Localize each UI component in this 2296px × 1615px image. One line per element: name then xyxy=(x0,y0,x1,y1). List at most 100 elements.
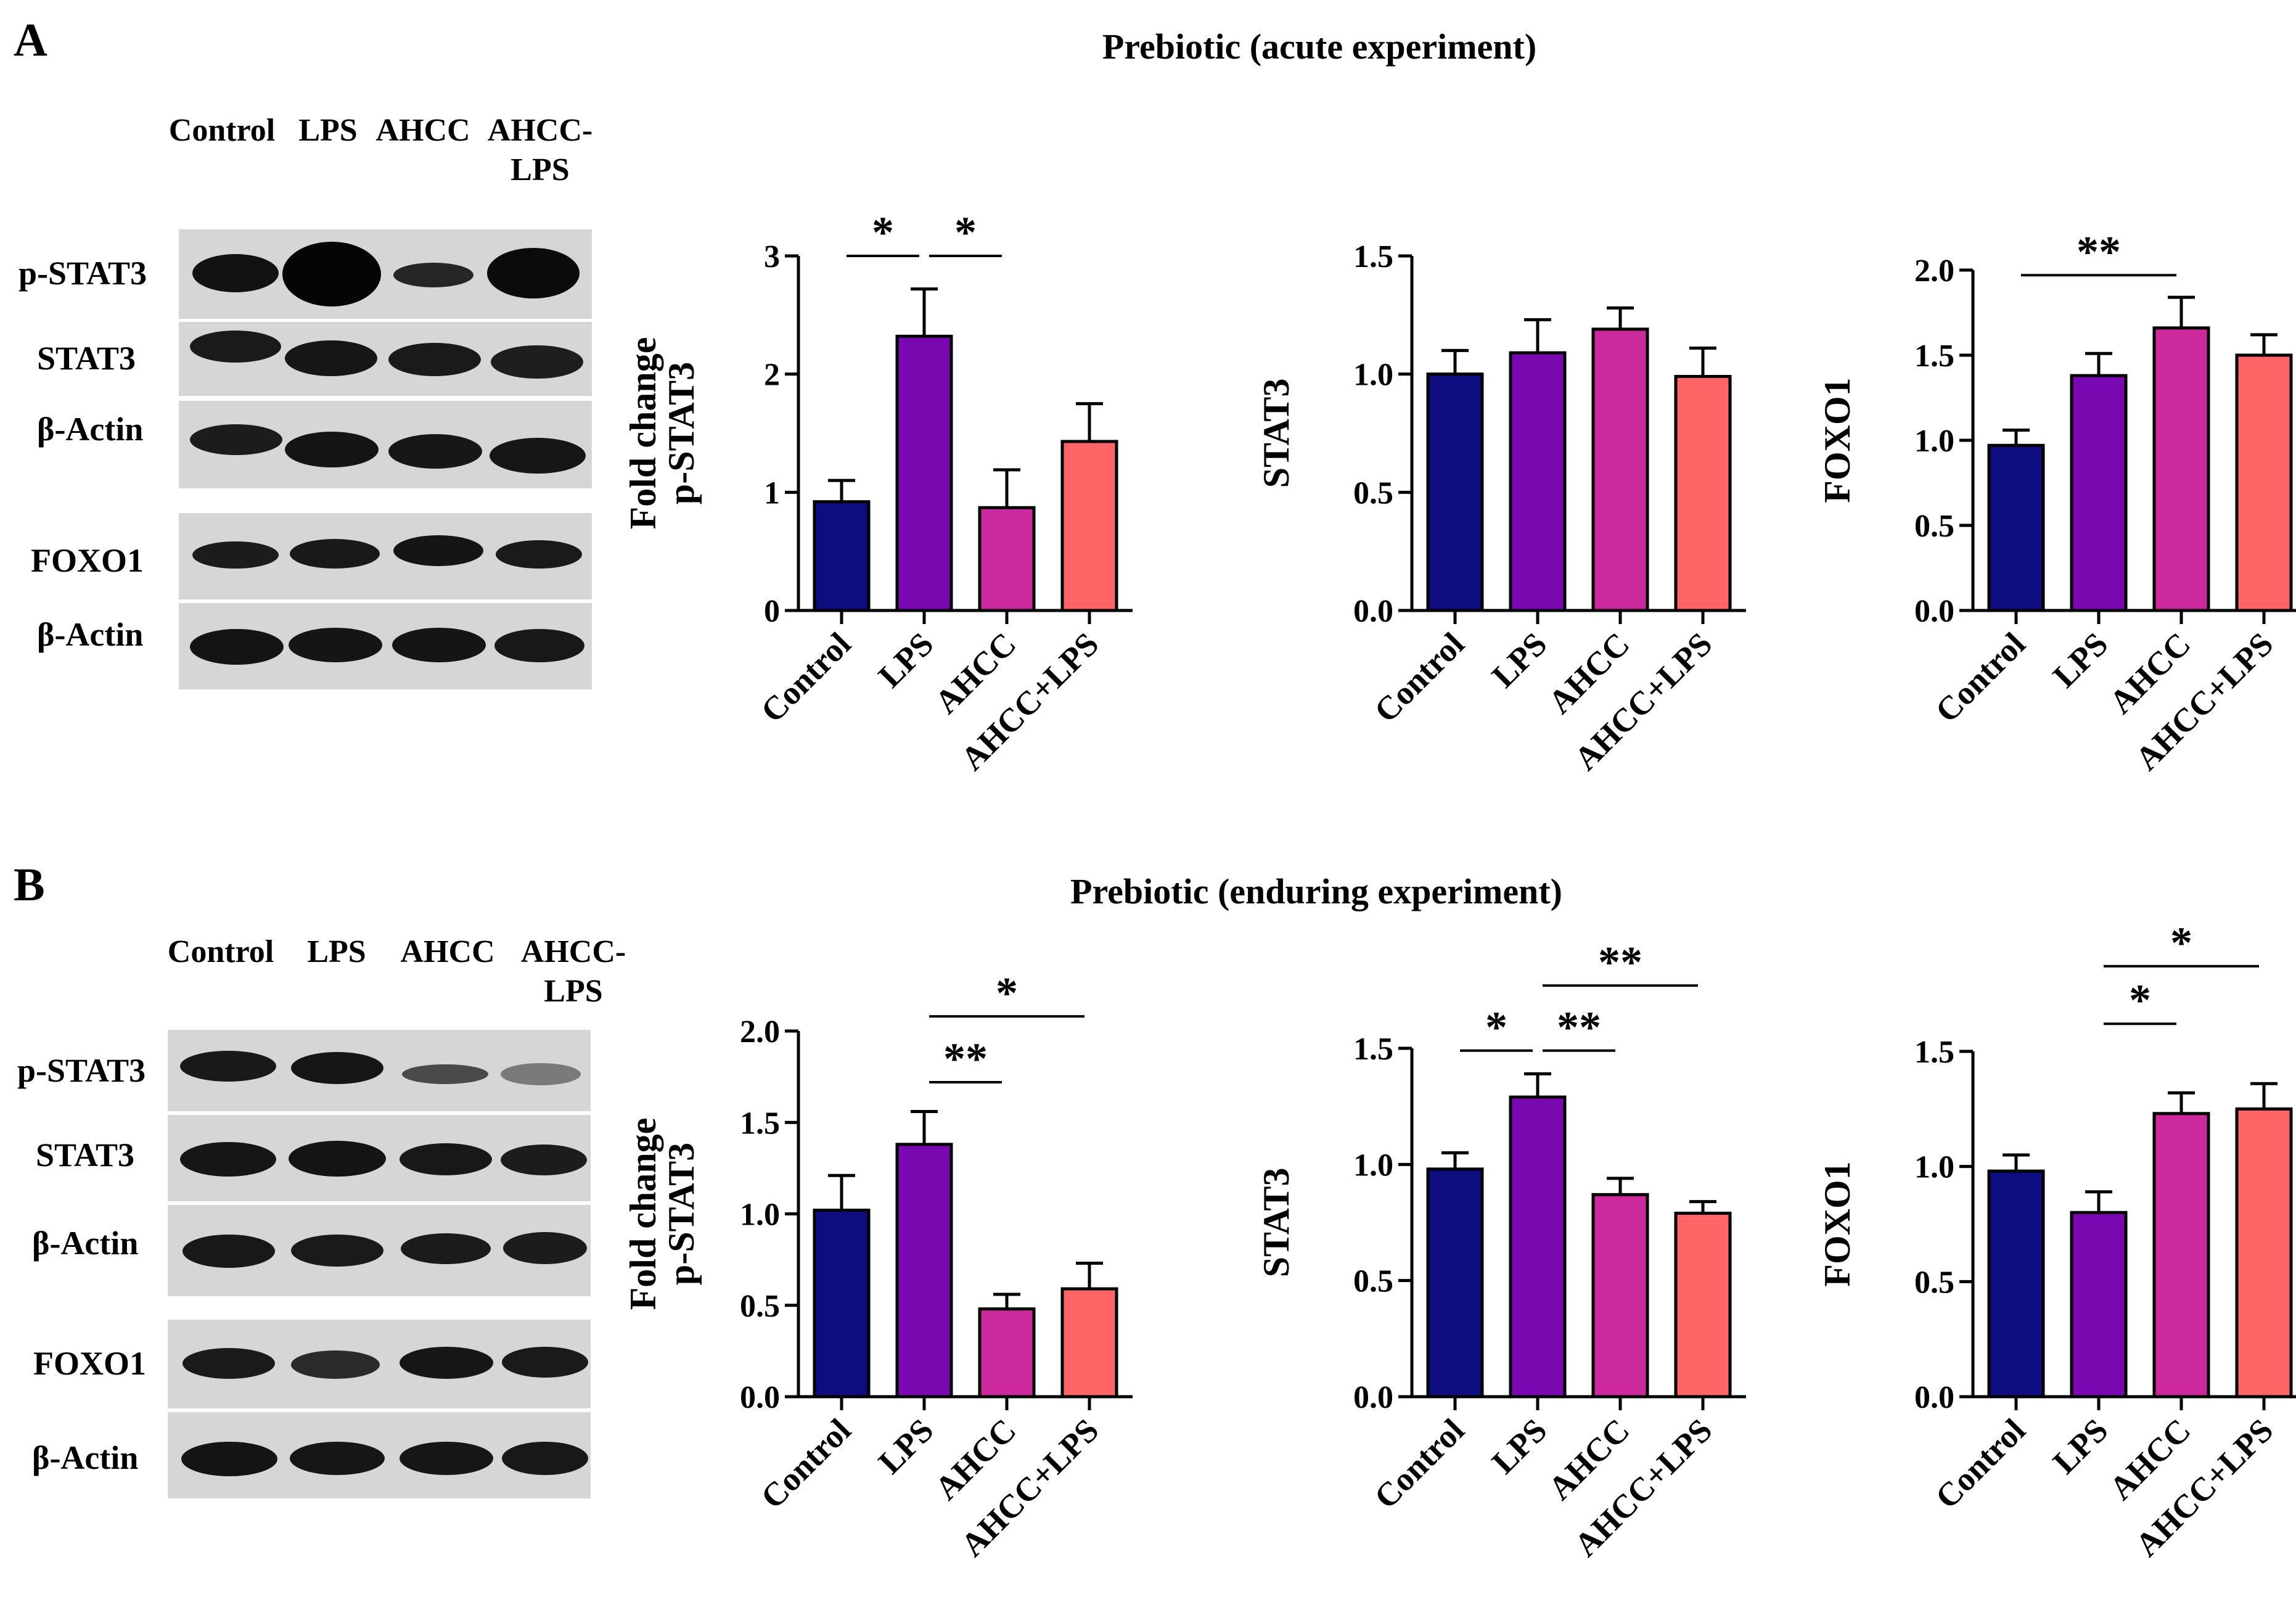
significance-label: ** xyxy=(1598,937,1642,987)
x-tick-label: LPS xyxy=(2046,1412,2115,1481)
band xyxy=(290,539,380,569)
blot-b-row-label-pstat3: p-STAT3 xyxy=(17,1052,146,1089)
y-tick-label: 0.0 xyxy=(1914,594,1954,629)
bar-ahcc xyxy=(1591,327,1649,612)
blot-b-foxo1 xyxy=(168,1320,591,1408)
blot-b-lane-ahcc: AHCC xyxy=(400,934,495,969)
blot-b-actin-1 xyxy=(168,1205,591,1296)
band xyxy=(285,340,377,376)
band xyxy=(190,331,281,363)
blot-b-row-label-foxo1: FOXO1 xyxy=(33,1345,146,1382)
bar-lps xyxy=(1509,1095,1567,1399)
bar-ahcc xyxy=(2152,1112,2210,1399)
bar-ahcc-lps xyxy=(1674,1211,1732,1399)
blot-b-row-label-actin-2: β-Actin xyxy=(32,1439,139,1476)
panel-letter-a: A xyxy=(14,14,47,66)
band xyxy=(290,1442,385,1475)
y-tick-label: 1.5 xyxy=(1353,239,1393,274)
y-tick-label: 0.5 xyxy=(1353,1264,1393,1299)
significance-label: * xyxy=(954,208,977,257)
band xyxy=(503,1232,587,1264)
bar-lps xyxy=(895,334,953,612)
blot-b-lane-control: Control xyxy=(167,934,274,969)
y-tick-label: 0 xyxy=(764,594,780,629)
y-tick-label: 1.0 xyxy=(740,1198,780,1233)
band xyxy=(501,1063,581,1085)
band xyxy=(190,424,282,455)
x-tick-label: Control xyxy=(1928,625,2032,729)
y-tick-label: 0.5 xyxy=(740,1289,780,1324)
band xyxy=(182,1235,275,1268)
bar-ahcc xyxy=(978,506,1036,612)
bar-ahcc xyxy=(978,1307,1036,1399)
panel-b-title: Prebiotic (enduring experiment) xyxy=(1070,871,1562,911)
blot-b-actin-2 xyxy=(168,1412,591,1498)
band xyxy=(490,438,586,474)
bar-ahcc-lps xyxy=(1060,440,1118,612)
x-tick-label: Control xyxy=(753,625,858,729)
blot-a-row-label-actin-1: β-Actin xyxy=(37,411,144,448)
y-tick-label: 1.5 xyxy=(740,1106,780,1141)
y-axis-label: p-STAT3 xyxy=(661,362,702,504)
significance-label: * xyxy=(2170,918,2192,968)
y-axis-label: Fold change xyxy=(623,337,663,530)
band xyxy=(289,1141,386,1177)
y-tick-label: 0.0 xyxy=(740,1380,780,1415)
y-tick-label: 0.0 xyxy=(1353,1380,1393,1415)
bar-lps xyxy=(1509,351,1567,612)
blot-a-foxo1 xyxy=(179,513,592,599)
significance-label: * xyxy=(2129,976,2151,1025)
y-tick-label: 0.5 xyxy=(1914,509,1954,544)
x-tick-label: LPS xyxy=(2046,625,2115,694)
y-tick-label: 1.0 xyxy=(1353,1148,1393,1183)
y-tick-label: 0.5 xyxy=(1914,1265,1954,1300)
bar-ahcc-lps xyxy=(1060,1287,1118,1399)
blot-b-row-label-stat3: STAT3 xyxy=(36,1136,135,1173)
band xyxy=(285,432,379,467)
band xyxy=(192,541,279,569)
band xyxy=(393,535,483,566)
band xyxy=(496,540,582,569)
x-tick-label: Control xyxy=(753,1412,858,1516)
y-tick-label: 1.0 xyxy=(1353,358,1393,393)
y-tick-label: 3 xyxy=(764,239,780,274)
blot-a-stat3 xyxy=(179,322,592,396)
y-tick-label: 0.0 xyxy=(1914,1380,1954,1415)
blot-a-lane-control: Control xyxy=(168,113,276,148)
blot-a-actin-1 xyxy=(179,401,592,488)
x-tick-label: Control xyxy=(1367,625,1471,729)
y-tick-label: 1.5 xyxy=(1353,1032,1393,1067)
bar-lps xyxy=(895,1143,953,1399)
band xyxy=(180,1051,276,1082)
blot-b-row-label-actin-1: β-Actin xyxy=(32,1225,139,1262)
band xyxy=(402,1064,488,1084)
band xyxy=(401,1233,491,1264)
panel-a-title: Prebiotic (acute experiment) xyxy=(1102,27,1537,67)
band xyxy=(388,434,482,469)
significance-label: * xyxy=(1485,1003,1507,1052)
blot-a-row-label-actin-2: β-Actin xyxy=(37,616,144,653)
bar-ahcc xyxy=(2152,326,2210,612)
x-tick-label: LPS xyxy=(871,1412,940,1481)
y-tick-label: 2 xyxy=(764,358,780,393)
band xyxy=(487,248,580,298)
y-axis-label: FOXO1 xyxy=(1817,377,1858,503)
bar-control xyxy=(1987,1169,2045,1399)
bar-ahcc xyxy=(1591,1193,1649,1399)
bar-control xyxy=(813,500,871,612)
y-tick-label: 2.0 xyxy=(740,1014,780,1050)
band xyxy=(502,1442,588,1475)
y-tick-label: 1.5 xyxy=(1914,1035,1954,1070)
x-tick-label: Control xyxy=(1928,1412,2032,1516)
blot-a-pstat3 xyxy=(179,229,592,319)
significance-label: ** xyxy=(1557,1003,1601,1052)
blot-b-pstat3 xyxy=(168,1030,591,1111)
significance-label: ** xyxy=(943,1034,988,1083)
y-tick-label: 1.5 xyxy=(1914,339,1954,374)
bar-control xyxy=(1426,372,1484,612)
band xyxy=(502,1347,588,1378)
x-tick-label: LPS xyxy=(1485,1412,1554,1481)
